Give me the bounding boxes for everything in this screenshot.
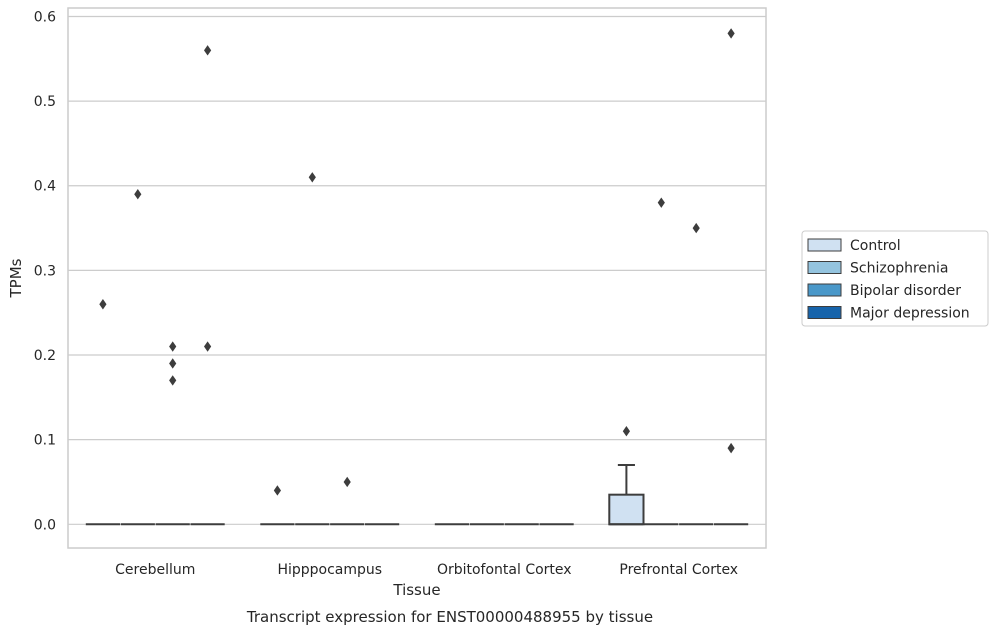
box-prefrontal-cortex-control xyxy=(608,464,645,526)
y-tick-label: 0.1 xyxy=(34,433,56,449)
plot-frame xyxy=(67,7,767,549)
outlier-point xyxy=(308,172,316,183)
y-axis-ticks: 0.0 0.1 0.2 0.3 0.4 0.5 0.6 xyxy=(34,9,56,533)
outlier-point xyxy=(727,28,735,39)
outlier-point xyxy=(169,375,177,386)
box-layer xyxy=(85,464,749,526)
x-tick-label-cerebellum: Cerebellum xyxy=(115,562,195,578)
legend-swatch xyxy=(807,261,842,274)
outlier-point xyxy=(692,222,700,234)
y-axis-title: TPMs xyxy=(7,258,25,298)
chart-caption: Transcript expression for ENST0000048895… xyxy=(246,608,653,626)
legend: Control Schizophrenia Bipolar disorder Majo… xyxy=(801,230,989,327)
outlier-layer xyxy=(99,28,735,496)
outlier-point xyxy=(343,476,351,488)
legend-swatch xyxy=(807,238,842,252)
legend-swatch xyxy=(807,306,842,319)
x-tick-label-orbitofontal-cortex: Orbitofontal Cortex xyxy=(437,562,572,578)
legend-swatch xyxy=(807,283,842,297)
outlier-point xyxy=(169,358,177,369)
x-axis-title: Tissue xyxy=(392,581,440,599)
legend-frame xyxy=(801,230,989,327)
outlier-point xyxy=(134,189,142,200)
x-axis-ticks: Cerebellum Hipppocampus Orbitofontal Corte… xyxy=(115,562,738,578)
grid-layer xyxy=(68,15,766,525)
outlier-point xyxy=(204,45,212,56)
outlier-point xyxy=(99,299,107,310)
box-body xyxy=(608,493,645,526)
x-tick-label-prefrontal-cortex: Prefrontal Cortex xyxy=(619,562,738,578)
y-tick-label: 0.5 xyxy=(34,94,56,110)
outlier-point xyxy=(622,425,630,437)
legend-item-major-depression: Major depression xyxy=(807,306,970,322)
y-tick-label: 0.0 xyxy=(34,517,56,533)
x-tick-label-hipppocampus: Hipppocampus xyxy=(277,562,382,578)
legend-items: Control Schizophrenia Bipolar disorder Majo… xyxy=(807,238,970,322)
legend-label: Control xyxy=(850,238,901,254)
y-tick-label: 0.4 xyxy=(34,179,56,195)
y-tick-label: 0.3 xyxy=(34,263,56,279)
outlier-point xyxy=(657,197,665,208)
outlier-point xyxy=(727,442,735,454)
legend-item-bipolar-disorder: Bipolar disorder xyxy=(807,283,961,299)
legend-label: Major depression xyxy=(850,306,970,322)
outlier-point xyxy=(273,485,281,496)
legend-label: Bipolar disorder xyxy=(850,283,961,299)
legend-item-schizophrenia: Schizophrenia xyxy=(807,261,948,277)
outlier-point xyxy=(169,341,177,352)
outlier-point xyxy=(204,341,212,352)
y-tick-label: 0.6 xyxy=(34,9,56,25)
y-tick-label: 0.2 xyxy=(34,348,56,364)
legend-item-control: Control xyxy=(807,238,901,254)
legend-label: Schizophrenia xyxy=(850,261,948,277)
